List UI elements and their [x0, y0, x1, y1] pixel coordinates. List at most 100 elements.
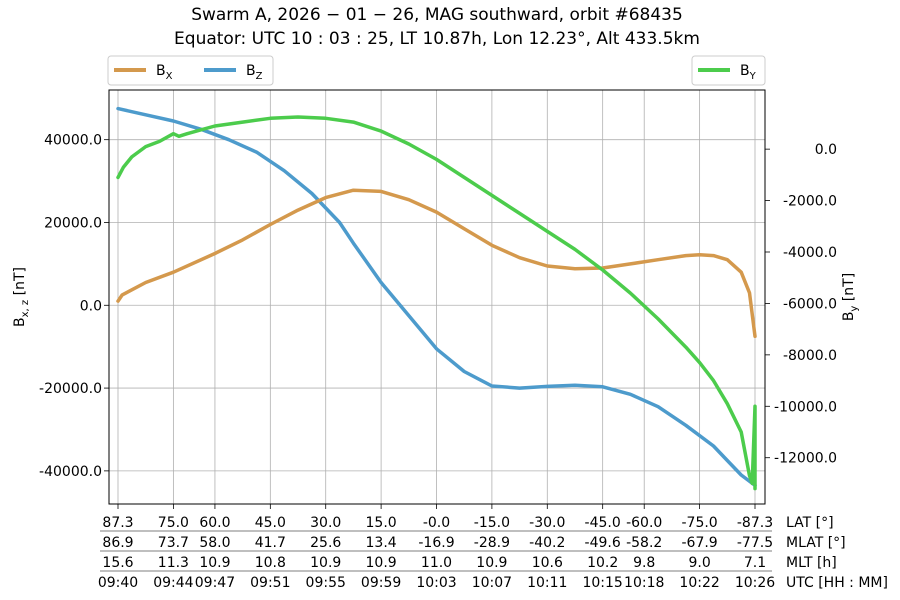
row-1-value-8: -40.2 — [529, 535, 565, 551]
row-3-label: UTC [HH : MM] — [786, 575, 888, 591]
legend-by-sub: Y — [749, 71, 757, 82]
row-0-value-1: 75.0 — [158, 515, 189, 531]
plot-frame — [108, 89, 766, 505]
row-2-value-4: 10.9 — [310, 555, 341, 571]
row-1-value-12: -77.5 — [737, 535, 773, 551]
right-tick-label-6: 0.0 — [815, 142, 837, 158]
series-line-by — [116, 115, 757, 491]
row-3-value-5: 09:59 — [361, 575, 401, 591]
left-axis-label-main: B — [12, 317, 28, 327]
row-2-value-12: 7.1 — [744, 555, 766, 571]
legend-bz-main: B — [246, 63, 256, 79]
row-1-value-10: -58.2 — [626, 535, 662, 551]
row-1-value-3: 41.7 — [255, 535, 286, 551]
row-3-value-2: 09:47 — [195, 575, 235, 591]
right-tick-label-0: -12000.0 — [774, 451, 837, 467]
row-2-label: MLT [h] — [786, 555, 837, 571]
legend-by-main: B — [740, 63, 750, 79]
row-1-value-2: 58.0 — [199, 535, 230, 551]
right-axis-ticks: -12000.0 -10000.0 -8000.0 -6000.0 -4000.0 -20… — [765, 142, 837, 467]
left-tick-label-1: -20000.0 — [39, 381, 102, 397]
row-2-value-3: 10.8 — [255, 555, 286, 571]
row-0-value-6: -0.0 — [423, 515, 450, 531]
series-lines — [116, 106, 757, 491]
row-1-value-5: 13.4 — [366, 535, 397, 551]
row-1-value-0: 86.9 — [102, 535, 133, 551]
row-0-value-2: 60.0 — [199, 515, 230, 531]
left-axis-label-unit: [nT] — [12, 267, 28, 300]
row-2-value-0: 15.6 — [102, 555, 133, 571]
row-3-value-11: 10:22 — [679, 575, 719, 591]
legend-bx-label: BX — [156, 63, 173, 82]
row-3-value-0: 09:40 — [98, 575, 138, 591]
row-3-value-1: 09:44 — [153, 575, 193, 591]
left-axis-label: Bx, z [nT] — [12, 267, 31, 327]
row-0-value-11: -75.0 — [681, 515, 717, 531]
row-1-value-7: -28.9 — [474, 535, 510, 551]
row-2-value-9: 10.2 — [587, 555, 618, 571]
left-axis-ticks: -40000.0 -20000.0 0.0 20000.0 40000.0 — [39, 133, 109, 480]
row-0-label: LAT [°] — [786, 515, 834, 531]
bottom-coordinate-table: 87.3 75.0 60.0 45.0 30.0 15.0 -0.0 -15.0 -30.0 -4… — [98, 515, 888, 591]
row-2-value-11: 9.0 — [688, 555, 710, 571]
row-2-value-5: 10.9 — [366, 555, 397, 571]
left-tick-label-0: -40000.0 — [39, 464, 102, 480]
row-2-value-2: 10.9 — [199, 555, 230, 571]
right-tick-label-2: -8000.0 — [783, 348, 837, 364]
series-line-bx — [116, 188, 757, 339]
row-0-value-9: -45.0 — [585, 515, 621, 531]
row-1-value-6: -16.9 — [418, 535, 454, 551]
legend-by-label: BY — [740, 63, 757, 82]
left-tick-label-2: 0.0 — [80, 298, 102, 314]
legend-bz-label: BZ — [246, 63, 263, 82]
row-0-value-4: 30.0 — [310, 515, 341, 531]
row-0-value-5: 15.0 — [366, 515, 397, 531]
chart-title-line2: Equator: UTC 10 : 03 : 25, LT 10.87h, Lo… — [174, 29, 700, 49]
left-tick-label-4: 40000.0 — [44, 133, 102, 149]
grid-lines — [109, 90, 765, 509]
row-0-value-10: -60.0 — [626, 515, 662, 531]
row-3-value-10: 10:18 — [624, 575, 664, 591]
row-3-value-8: 10:11 — [527, 575, 567, 591]
right-tick-label-1: -10000.0 — [774, 399, 837, 415]
row-3-value-12: 10:26 — [735, 575, 775, 591]
row-2-value-7: 10.9 — [476, 555, 507, 571]
right-axis-label-unit: [nT] — [841, 273, 857, 306]
row-3-value-3: 09:51 — [250, 575, 290, 591]
row-2-value-10: 9.8 — [633, 555, 655, 571]
row-0-value-8: -30.0 — [529, 515, 565, 531]
chart-title-line1: Swarm A, 2026 − 01 − 26, MAG southward, … — [191, 5, 683, 25]
left-axis-label-sub: x, z — [20, 300, 31, 318]
row-0-value-0: 87.3 — [102, 515, 133, 531]
series-line-bz — [116, 106, 757, 488]
legend-right: BY — [691, 55, 766, 86]
row-2-value-1: 11.3 — [158, 555, 189, 571]
right-axis-label: By [nT] — [841, 273, 860, 321]
row-3-value-4: 09:55 — [306, 575, 346, 591]
row-1-value-1: 73.7 — [158, 535, 189, 551]
row-3-value-6: 10:03 — [416, 575, 456, 591]
row-3-value-7: 10:07 — [472, 575, 512, 591]
row-1-value-11: -67.9 — [681, 535, 717, 551]
right-tick-label-5: -2000.0 — [783, 194, 837, 210]
right-axis-label-sub: y — [849, 306, 860, 312]
row-0-value-12: -87.3 — [737, 515, 773, 531]
legend-bz-sub: Z — [256, 71, 263, 82]
row-3-value-9: 10:15 — [582, 575, 622, 591]
row-1-label: MLAT [°] — [786, 535, 846, 551]
right-axis-label-main: B — [841, 312, 857, 322]
legend-left-box — [107, 55, 274, 86]
row-0-value-7: -15.0 — [474, 515, 510, 531]
legend-bx-main: B — [156, 63, 166, 79]
right-tick-label-3: -6000.0 — [783, 296, 837, 312]
left-tick-label-3: 20000.0 — [44, 215, 102, 231]
legend-left: BX BZ — [107, 55, 274, 86]
row-2-value-8: 10.6 — [532, 555, 563, 571]
row-1-value-4: 25.6 — [310, 535, 341, 551]
row-2-value-6: 11.0 — [421, 555, 452, 571]
legend-bx-sub: X — [166, 71, 173, 82]
row-1-value-9: -49.6 — [585, 535, 621, 551]
right-tick-label-4: -4000.0 — [783, 245, 837, 261]
row-0-value-3: 45.0 — [255, 515, 286, 531]
